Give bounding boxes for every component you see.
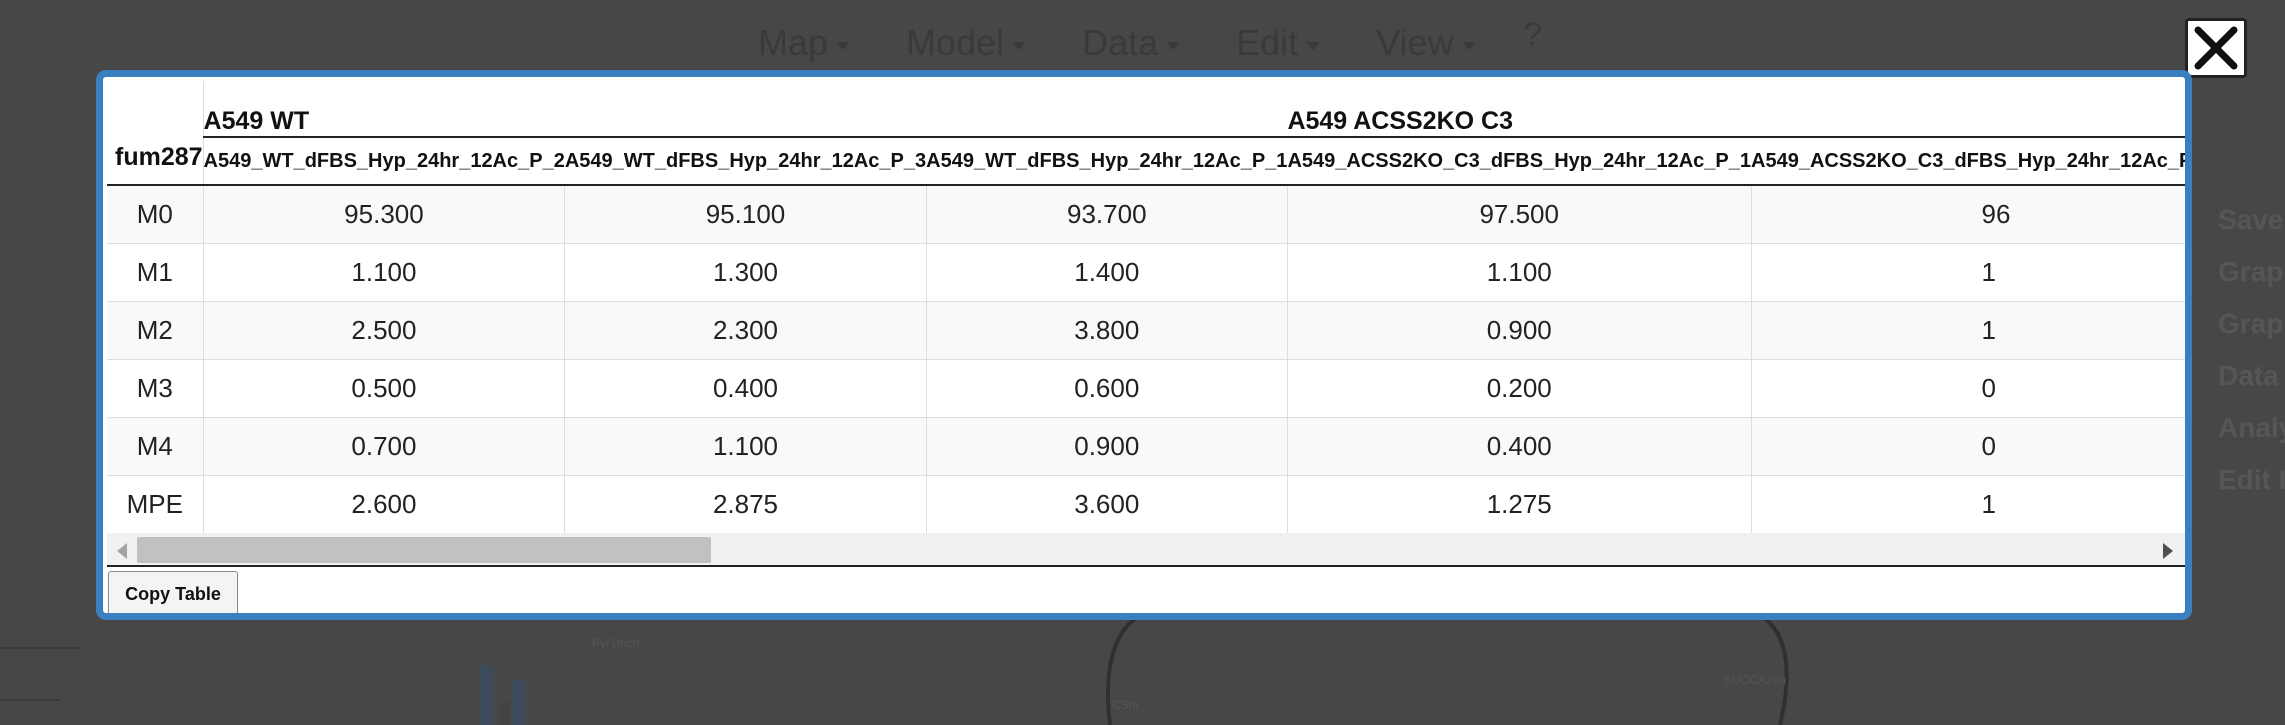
table-cell: 3.800 [925, 301, 1288, 360]
bg-map-label: CSm [1112, 698, 1139, 712]
table-cell: 2.600 [202, 475, 565, 534]
table-cell: 3.600 [925, 475, 1288, 534]
row-label: M4 [107, 417, 204, 476]
chevron-down-icon [1166, 42, 1181, 50]
table-row: M1 1.100 1.300 1.400 1.100 1 [107, 243, 2185, 302]
group-header-row: fum287 A549 WT A549 ACSS2KO C3 [107, 81, 2185, 186]
row-label: M1 [107, 243, 204, 302]
bg-map-label: Pyr1mch [592, 636, 640, 650]
table-cell: 1 [1750, 475, 2185, 534]
row-label: MPE [107, 475, 204, 534]
bg-menu-data: Data [1082, 22, 1181, 64]
bg-side-panel: Save Grap Grap Data Analy Edit I [2218, 206, 2285, 518]
isotopologue-table: fum287 A549 WT A549 ACSS2KO C3 A549_WT_d… [107, 81, 2185, 534]
table-row: M4 0.700 1.100 0.900 0.400 0 [107, 417, 2185, 476]
table-cell: 1.300 [564, 243, 927, 302]
scrollbar-thumb[interactable] [137, 537, 711, 563]
table-cell: 0.200 [1286, 359, 1752, 418]
data-table-modal: fum287 A549 WT A549 ACSS2KO C3 A549_WT_d… [96, 70, 2192, 620]
chevron-down-icon [1306, 42, 1321, 50]
row-label: M2 [107, 301, 204, 360]
column-header: A549_ACSS2KO_C3_dFBS_Hyp_24hr_12Ac_P_2 [1751, 137, 2185, 186]
table-cell: 1.100 [1286, 243, 1752, 302]
table-cell: 93.700 [925, 185, 1288, 244]
table-cell: 2.300 [564, 301, 927, 360]
table-cell: 0 [1750, 417, 2185, 476]
row-label: M3 [107, 359, 204, 418]
bg-side-item: Edit I [2218, 464, 2285, 495]
table-cell: 0.500 [202, 359, 565, 418]
table-cell: 96 [1750, 185, 2185, 244]
table-cell: 0.400 [564, 359, 927, 418]
bg-side-item: Analy [2218, 412, 2285, 443]
background-menubar: Map Model Data Edit View [758, 22, 1476, 64]
table-row: M2 2.500 2.300 3.800 0.900 1 [107, 301, 2185, 360]
bg-side-item: Data [2218, 360, 2279, 391]
table-cell: 1 [1750, 243, 2185, 302]
table-row: M3 0.500 0.400 0.600 0.200 0 [107, 359, 2185, 418]
bg-side-item: Save [2218, 204, 2284, 235]
column-header: A549_WT_dFBS_Hyp_24hr_12Ac_P_3 [564, 137, 927, 186]
close-x-icon [2194, 26, 2238, 70]
bg-menu-model: Model [906, 22, 1027, 64]
table-cell: 97.500 [1286, 185, 1752, 244]
bg-help-icon: ? [1524, 16, 1542, 52]
table-cell: 1.100 [202, 243, 565, 302]
table-cell: 95.100 [564, 185, 927, 244]
horizontal-scrollbar[interactable] [107, 533, 2185, 567]
bg-side-item: Grap [2218, 256, 2284, 287]
table-cell: 0.900 [1286, 301, 1752, 360]
bg-menu-view: View [1376, 22, 1476, 64]
table-cell: 1.275 [1286, 475, 1752, 534]
chevron-down-icon [1461, 42, 1476, 50]
table-cell: 0 [1750, 359, 2185, 418]
table-cell: 1.100 [564, 417, 927, 476]
table-cell: 2.875 [564, 475, 927, 534]
table-row: M0 95.300 95.100 93.700 97.500 96 [107, 185, 2185, 244]
column-header-row: A549_WT_dFBS_Hyp_24hr_12Ac_P_2 A549_WT_d… [107, 137, 2185, 186]
chevron-down-icon [836, 42, 851, 50]
table-cell: 2.500 [202, 301, 565, 360]
copy-table-button[interactable]: Copy Table [108, 571, 238, 613]
table-cell: 0.600 [925, 359, 1288, 418]
table-cell: 1 [1750, 301, 2185, 360]
group-header-a549-wt: A549 WT [203, 81, 1288, 138]
table-cell: 1.400 [925, 243, 1288, 302]
bg-map-label: SUCCA2tm [1724, 673, 1787, 687]
table-viewport[interactable]: fum287 A549 WT A549 ACSS2KO C3 A549_WT_d… [107, 81, 2185, 571]
table-cell: 0.700 [202, 417, 565, 476]
column-header: A549_WT_dFBS_Hyp_24hr_12Ac_P_2 [203, 137, 565, 186]
scroll-right-arrow-icon[interactable] [2163, 543, 2173, 559]
chevron-down-icon [1012, 42, 1027, 50]
bg-side-item: Grap [2218, 308, 2284, 339]
row-label: M0 [107, 185, 204, 244]
bg-menu-map: Map [758, 22, 851, 64]
metabolite-name: fum287 [107, 81, 204, 186]
scroll-left-arrow-icon[interactable] [117, 543, 127, 559]
table-row: MPE 2.600 2.875 3.600 1.275 1 [107, 475, 2185, 534]
close-button[interactable] [2185, 18, 2247, 78]
bg-menu-edit: Edit [1236, 22, 1321, 64]
table-cell: 0.400 [1286, 417, 1752, 476]
group-header-a549-acss2ko-c3: A549 ACSS2KO C3 [1287, 81, 2185, 138]
table-cell: 0.900 [925, 417, 1288, 476]
column-header: A549_ACSS2KO_C3_dFBS_Hyp_24hr_12Ac_P_1 [1287, 137, 1752, 186]
table-cell: 95.300 [202, 185, 565, 244]
column-header: A549_WT_dFBS_Hyp_24hr_12Ac_P_1 [926, 137, 1288, 186]
